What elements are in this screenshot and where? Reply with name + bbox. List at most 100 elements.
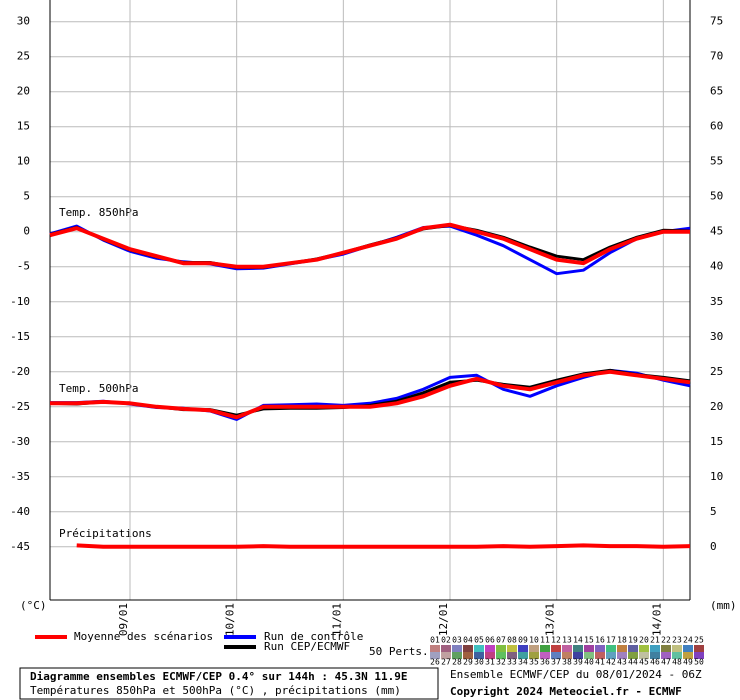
y-axis-unit: (°C) [20,599,47,612]
y-tick-label: 30 [17,15,30,28]
perturbation-swatch [496,645,506,652]
footer-subtitle: Températures 850hPa et 500hPa (°C) , pré… [30,684,401,697]
footer-copyright: Copyright 2024 Meteociel.fr - ECMWF [450,685,682,698]
perturbation-label: 01 [430,636,440,645]
x-tick-label: 13/01 [544,603,557,636]
perturbation-swatch [639,652,649,659]
y-tick-label: -30 [10,435,30,448]
perturbation-label: 39 [573,658,583,667]
perturbation-label: 35 [529,658,539,667]
perturbation-swatch [463,652,473,659]
perturbation-swatch [452,645,462,652]
perturbation-label: 23 [672,636,682,645]
perturbation-label: 25 [694,636,704,645]
y2-tick-label: 35 [710,295,723,308]
perturbation-label: 29 [463,658,473,667]
perturbation-label: 05 [474,636,484,645]
perturbation-label: 36 [540,658,550,667]
y-tick-label: 20 [17,85,30,98]
perturbation-label: 50 [694,658,704,667]
perturbation-swatch [573,652,583,659]
perturbation-swatch [628,645,638,652]
series-line [76,543,691,549]
perturbation-swatch [672,652,682,659]
legend-label: Run de contrôle [264,630,363,643]
perturbation-swatch [518,645,528,652]
annotation: Temp. 500hPa [59,382,138,395]
perturbation-label: 44 [628,658,638,667]
perturbation-swatch [694,652,704,659]
perturbation-swatch [584,645,594,652]
perturbation-swatch [551,652,561,659]
perturbation-label: 13 [562,636,572,645]
perturbation-swatch [606,645,616,652]
perturbation-swatch [639,645,649,652]
perturbation-swatch [595,652,605,659]
y-tick-label: -35 [10,470,30,483]
y-tick-label: 5 [23,190,30,203]
y2-axis-unit: (mm) [710,599,737,612]
perturbation-label: 17 [606,636,616,645]
perturbation-label: 10 [529,636,539,645]
perturbation-label: 15 [584,636,594,645]
perturbation-swatch [529,652,539,659]
perturbation-swatch [562,652,572,659]
perturbation-swatch [683,645,693,652]
y2-tick-label: 40 [710,260,723,273]
y-tick-label: -40 [10,505,30,518]
perturbation-label: 47 [661,658,671,667]
perturbations-label: 50 Perts. [369,645,429,658]
perturbation-label: 31 [485,658,495,667]
perturbation-label: 34 [518,658,528,667]
perturbation-swatch [474,652,484,659]
series-line [49,222,690,269]
y2-tick-label: 50 [710,190,723,203]
perturbation-swatch [540,652,550,659]
perturbation-swatch [562,645,572,652]
y-tick-label: -5 [17,260,30,273]
series-line [50,369,691,420]
perturbation-label: 46 [650,658,660,667]
perturbation-label: 04 [463,636,473,645]
perturbation-label: 42 [606,658,616,667]
perturbation-swatch [650,645,660,652]
y2-tick-label: 20 [710,400,723,413]
perturbation-swatch [694,645,704,652]
footer-run: Ensemble ECMWF/CEP du 08/01/2024 - 06Z [450,668,702,681]
y-tick-label: 15 [17,120,30,133]
perturbation-label: 26 [430,658,440,667]
perturbation-swatch [441,652,451,659]
y2-tick-label: 10 [710,470,723,483]
y2-tick-label: 70 [710,50,723,63]
perturbation-swatch [595,645,605,652]
y-tick-label: -20 [10,365,30,378]
perturbation-swatch [661,652,671,659]
perturbation-swatch [507,645,517,652]
perturbation-swatch [518,652,528,659]
y-tick-label: -15 [10,330,30,343]
perturbation-swatch [606,652,616,659]
perturbation-label: 06 [485,636,495,645]
perturbation-label: 20 [639,636,649,645]
perturbation-swatch [430,652,440,659]
perturbation-label: 08 [507,636,517,645]
perturbation-label: 19 [628,636,638,645]
y2-tick-label: 60 [710,120,723,133]
perturbation-swatch [496,652,506,659]
x-tick-label: 14/01 [650,603,663,636]
perturbation-label: 07 [496,636,506,645]
perturbation-swatch [430,645,440,652]
perturbation-label: 48 [672,658,682,667]
y2-tick-label: 5 [710,505,717,518]
perturbation-label: 37 [551,658,561,667]
perturbation-swatch [452,652,462,659]
perturbation-label: 32 [496,658,506,667]
y-tick-label: -10 [10,295,30,308]
y-tick-label: -45 [10,540,30,553]
perturbation-swatch [628,652,638,659]
perturbation-swatch [485,652,495,659]
x-tick-label: 09/01 [117,603,130,636]
perturbation-swatch [584,652,594,659]
